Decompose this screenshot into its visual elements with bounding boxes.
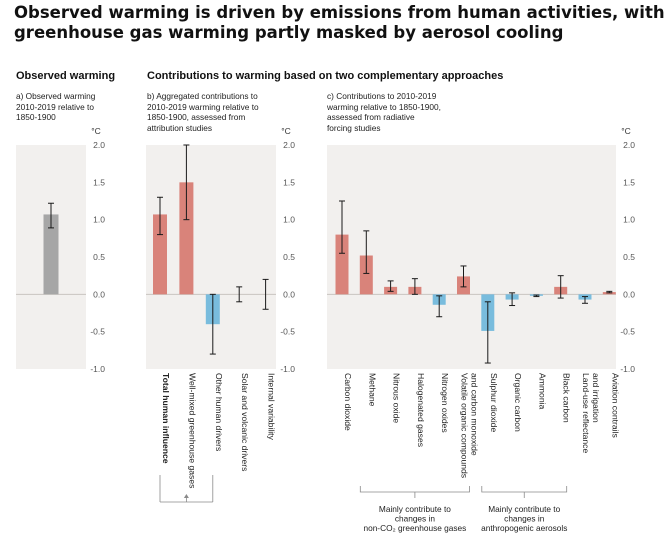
panel-b-plot: °C 2.0 1.5 1.0 0.5 0.0 -0.5 -1.0 Total human inf…: [146, 126, 295, 488]
y-tick-label: 0.0: [93, 289, 105, 299]
y-tick-label: -0.5: [90, 327, 105, 337]
bracket-line: [481, 486, 568, 493]
y-tick-label: -1.0: [280, 364, 295, 374]
panel-b-subtitle: b) Aggregated contributions to 2010-2019…: [147, 91, 259, 133]
panel-c-subtitle-line: c) Contributions to 2010-2019: [327, 91, 437, 101]
bar: [335, 234, 349, 295]
category-label: Internal variability: [267, 373, 277, 441]
category-label: Nitrous oxide: [392, 373, 402, 423]
bracket-label: anthropogenic aerosols: [481, 523, 567, 533]
category-label: Aviation contrails: [610, 373, 620, 438]
y-axis-unit: °C: [621, 126, 631, 136]
category-label: Carbon dioxide: [343, 373, 353, 431]
y-tick-label: 1.0: [623, 215, 635, 225]
section-observed-heading: Observed warming: [16, 70, 116, 82]
bracket-label: Mainly contribute to: [488, 504, 560, 514]
panel-c-subtitle-line: assessed from radiative: [327, 112, 415, 122]
section-contributions-heading: Contributions to warming based on two co…: [147, 70, 504, 82]
panel-b-background: [146, 145, 276, 369]
bracket-line: [359, 486, 470, 493]
panel-a-subtitle-line: 1850-1900: [16, 112, 56, 122]
y-tick-label: 0.5: [93, 252, 105, 262]
y-axis-unit: °C: [281, 126, 291, 136]
chart-title: Observed warming is driven by emissions …: [14, 3, 664, 43]
y-tick-label: -0.5: [280, 327, 295, 337]
category-label: Total human influence: [161, 373, 171, 464]
total-bracket: [159, 475, 214, 503]
bracket-label: Mainly contribute to: [379, 504, 451, 514]
category-label: Nitrogen oxides: [440, 373, 450, 433]
y-tick-label: 2.0: [623, 140, 635, 150]
category-label: Other human drivers: [214, 373, 224, 451]
panel-a-subtitle: a) Observed warming 2010-2019 relative t…: [16, 91, 95, 123]
bracket-arrow: [183, 494, 189, 498]
category-label: Black carbon: [562, 373, 572, 423]
panel-c-subtitle-line: forcing studies: [327, 122, 381, 133]
bracket-label: changes in: [504, 514, 545, 524]
y-tick-label: -0.5: [620, 327, 635, 337]
y-tick-label: 0.0: [283, 289, 295, 299]
panel-b-subtitle-line: attribution studies: [147, 122, 213, 133]
panel-a-subtitle-line: 2010-2019 relative to: [16, 101, 94, 112]
panel-c-background: [327, 145, 616, 369]
category-label: Halogenated gases: [416, 373, 426, 447]
panel-c-subtitle: c) Contributions to 2010-2019 warming re…: [327, 91, 441, 133]
category-label: and carbon monoxide: [470, 373, 480, 456]
y-tick-label: 0.0: [623, 289, 635, 299]
bar: [359, 255, 373, 295]
category-label: Ammonia: [537, 373, 547, 410]
panel-c-plot: °C 2.0 1.5 1.0 0.5 0.0 -0.5 -1.0 Carbon dioxide M…: [327, 126, 635, 478]
y-tick-label: 2.0: [283, 140, 295, 150]
panel-b-y-axis: °C 2.0 1.5 1.0 0.5 0.0 -0.5 -1.0: [280, 126, 295, 374]
category-label: Sulphur dioxide: [489, 373, 499, 432]
bar: [179, 182, 194, 295]
panel-a-subtitle-line: a) Observed warming: [16, 91, 96, 101]
panel-c-y-axis: °C 2.0 1.5 1.0 0.5 0.0 -0.5 -1.0: [620, 126, 635, 374]
y-tick-label: -1.0: [90, 364, 105, 374]
chart-title-line2: greenhouse gas warming partly masked by …: [14, 23, 564, 42]
y-tick-label: 0.5: [623, 252, 635, 262]
category-label: Methane: [367, 373, 377, 407]
chart-title-line1: Observed warming is driven by emissions …: [14, 3, 664, 22]
panel-c-subtitle-line: warming relative to 1850-1900,: [327, 101, 441, 112]
y-axis-unit: °C: [91, 126, 101, 136]
category-label: Solar and volcanic drivers: [240, 373, 250, 471]
y-tick-label: 1.5: [283, 177, 295, 187]
category-label: Organic carbon: [513, 373, 523, 432]
bracket-label: non-CO₂ greenhouse gases: [363, 523, 466, 533]
category-label: Volatile organic compounds: [460, 373, 470, 478]
category-label: Land-use reflectance: [581, 373, 591, 453]
category-label: and irrigation: [591, 373, 601, 423]
panel-a-y-axis: °C 2.0 1.5 1.0 0.5 0.0 -0.5 -1.0: [90, 126, 105, 374]
bar: [43, 214, 59, 295]
y-tick-label: 1.5: [623, 177, 635, 187]
y-tick-label: -1.0: [620, 364, 635, 374]
y-tick-label: 2.0: [93, 140, 105, 150]
bar: [153, 214, 167, 295]
panel-b-subtitle-line: 2010-2019 warming relative to: [147, 101, 259, 112]
y-tick-label: 1.0: [93, 215, 105, 225]
panel-b-subtitle-line: b) Aggregated contributions to: [147, 91, 258, 101]
y-tick-label: 1.0: [283, 215, 295, 225]
bracket-label: changes in: [395, 514, 436, 524]
category-label: Well-mixed greenhouse gases: [187, 373, 197, 488]
panel-a-plot: °C 2.0 1.5 1.0 0.5 0.0 -0.5 -1.0: [16, 126, 105, 374]
y-tick-label: 1.5: [93, 177, 105, 187]
panel-b-subtitle-line: 1850-1900, assessed from: [147, 112, 246, 122]
y-tick-label: 0.5: [283, 252, 295, 262]
